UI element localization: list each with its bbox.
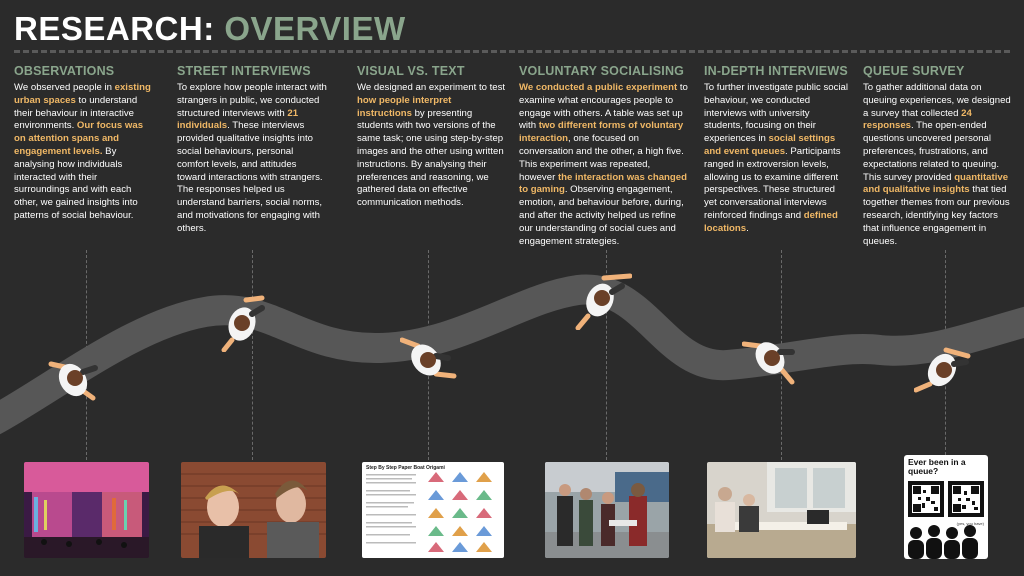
body-text: We designed an experiment to test [357,82,506,93]
column-heading: OBSERVATIONS [14,64,115,78]
body-text: We observed people in [14,82,115,93]
highlighted-text: 24 responses [863,107,972,132]
column-street-interviews: STREET INTERVIEWS To explore how people … [177,64,327,236]
qr-code-icon [908,481,984,517]
connector-line [606,250,607,460]
qr-survey-card: Ever been in a queue? (yes, you ha [904,455,988,559]
body-text: . Participants ranged in extroversion le… [704,145,841,221]
body-text: . The open-ended questions uncovered per… [863,120,1000,183]
column-text: To gather additional data on queuing exp… [863,82,1013,248]
people-silhouette-icon [908,525,978,559]
title-part-overview: OVERVIEW [224,10,406,47]
highlighted-text: Our focus was on attention spans and eng… [14,120,144,157]
origami-instructions-photo: Step By Step Paper Boat Origami [362,462,504,558]
highlighted-text: We conducted a public experiment [519,82,678,93]
body-text: , one focused on conversation and the ot… [519,133,684,183]
walking-person-icon [400,337,457,379]
column-heading: QUEUE SURVEY [863,64,965,78]
column-heading: VISUAL VS. TEXT [357,64,465,78]
walking-person-icon [914,347,971,393]
body-text: To gather additional data on queuing exp… [863,82,1011,119]
highlighted-text: two different forms of voluntary interac… [519,120,684,145]
highlighted-text: how people interpret instructions [357,94,452,119]
column-in-depth-interviews: IN-DEPTH INTERVIEWS To further investiga… [704,64,849,236]
document-title: Step By Step Paper Boat Origami [366,465,445,471]
connector-line [252,250,253,460]
interview-room-photo [707,462,856,558]
highlighted-text: existing urban spaces [14,82,151,106]
highlighted-text: quantitative and qualitative insights [863,171,1009,196]
survey-caption: (yes, you have) [956,521,984,526]
column-text: To explore how people interact with stra… [177,82,327,236]
two-people-photo [181,462,326,558]
column-heading: VOLUNTARY SOCIALISING [519,64,685,78]
title-divider [14,50,1010,53]
column-text: We designed an experiment to test how pe… [357,82,507,210]
walking-person-icon [742,341,795,385]
column-visual-vs-text: VISUAL VS. TEXT We designed an experimen… [357,64,507,210]
highlighted-text: 21 individuals [177,107,299,132]
body-text: . Observing engagement, emotion, and beh… [519,184,684,247]
column-text: We conducted a public experiment to exam… [519,82,689,248]
highlighted-text: social settings and event queues [704,133,836,157]
highlighted-text: the interaction was changed to gaming [519,171,687,196]
body-text: By analysing how individuals interacted … [14,145,138,221]
column-heading: STREET INTERVIEWS [177,64,311,78]
walking-person-icon [575,273,632,330]
page-title: RESEARCH: OVERVIEW [14,10,406,48]
column-text: We observed people in existing urban spa… [14,82,154,223]
column-queue-survey: QUEUE SURVEY To gather additional data o… [863,64,1013,248]
body-text: To further investigate public social beh… [704,82,848,145]
public-experiment-photo [545,462,669,558]
body-text: by presenting students with two versions… [357,107,504,209]
body-text: . These interviews provided qualitative … [177,120,323,234]
urban-installation-photo [24,462,149,558]
column-text: To further investigate public social beh… [704,82,849,236]
walking-person-icon [48,361,98,401]
body-text: that tied together themes from our previ… [863,184,1010,247]
body-text: To explore how people interact with stra… [177,82,327,119]
column-heading: IN-DEPTH INTERVIEWS [704,64,848,78]
walking-person-icon [221,295,265,352]
column-observations: OBSERVATIONS We observed people in exist… [14,64,154,223]
highlighted-text: defined locations [704,209,838,234]
column-voluntary-socialising: VOLUNTARY SOCIALISING We conducted a pub… [519,64,689,248]
title-part-research: RESEARCH: [14,10,215,47]
body-text: to understand their behaviour in interac… [14,94,138,132]
body-text: to examine what encourages people to eng… [519,82,688,132]
survey-question: Ever been in a queue? [908,457,966,476]
body-text: . [746,222,749,234]
